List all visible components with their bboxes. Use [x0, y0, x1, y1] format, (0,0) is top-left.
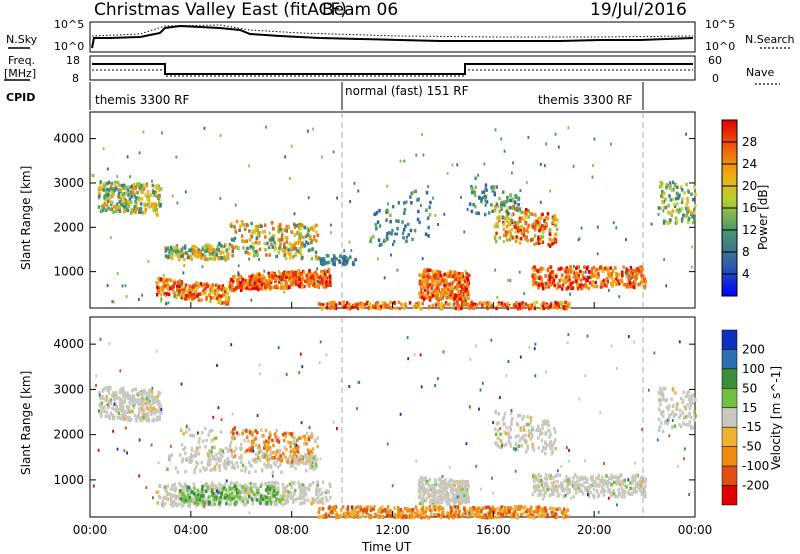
freq-trace — [92, 63, 693, 75]
power-scatter-cluster-10 — [657, 180, 697, 226]
freq-tick-bottom: 8 — [72, 72, 79, 85]
power-cbar-tick-label: 28 — [742, 135, 757, 149]
cpid-segment-2: normal (fast) 151 RF — [345, 84, 469, 98]
velocity-cbar-tick-label: -50 — [742, 440, 762, 454]
velocity-xtick-label: 00:00 — [678, 523, 713, 537]
velocity-xtick-label: 04:00 — [174, 523, 209, 537]
velocity-ytick-label: 1000 — [53, 473, 84, 487]
nsearch-trace — [91, 24, 694, 38]
nsky-tick-top: 10^5 — [54, 18, 84, 31]
freq-panel: Freq. [MHz] 18 8 Nave 60 0 — [4, 54, 780, 85]
power-colorbar: 4 8 12 16 20 24 28 Power [dB] — [721, 119, 770, 297]
velocity-scatter-cluster-10 — [317, 504, 570, 520]
cpid-label: CPID — [6, 91, 35, 104]
date-label: 19/Jul/2016 — [590, 0, 687, 20]
power-ytick-label: 2000 — [53, 220, 84, 234]
velocity-cbar-tick-label: 50 — [742, 381, 757, 395]
velocity-cbar-block — [721, 368, 738, 389]
velocity-xtick-label: 16:00 — [476, 523, 511, 537]
velocity-ytick-label: 3000 — [53, 382, 84, 396]
power-cbar-tick-label: 12 — [742, 223, 757, 237]
power-scatter-cluster-13 — [317, 300, 571, 311]
nave-tick-bottom: 0 — [712, 72, 719, 85]
power-ylabel: Slant Range [km] — [19, 166, 33, 270]
cpid-segment-3: themis 3300 RF — [538, 93, 632, 107]
velocity-scatter-cluster-11 — [166, 453, 318, 475]
velocity-scatter-cluster-7 — [494, 409, 557, 456]
power-scatter-cluster-3 — [228, 267, 332, 293]
velocity-xtick-label: 20:00 — [577, 523, 612, 537]
power-scatter-cluster-7 — [418, 268, 471, 302]
velocity-xtick-label: 08:00 — [274, 523, 309, 537]
velocity-cbar-block — [721, 388, 738, 408]
cpid-row: CPID themis 3300 RF normal (fast) 151 RF… — [6, 82, 644, 110]
freq-unit: [MHz] — [4, 67, 36, 80]
power-panel: 1000 2000 3000 4000 Slant Range [km] — [19, 111, 697, 311]
velocity-scatter-cluster-5 — [179, 484, 281, 506]
power-scatter-sparse — [91, 125, 693, 306]
power-ytick-label: 4000 — [53, 132, 84, 146]
velocity-cbar-tick-label: 100 — [742, 362, 765, 376]
velocity-panel: 1000 2000 3000 4000 00:00 04:00 08:00 12:00 16:… — [19, 302, 712, 554]
velocity-cbar-block — [721, 465, 738, 486]
power-cbar-tick-label: 4 — [742, 267, 750, 281]
power-scatter-cluster-12 — [369, 189, 432, 247]
velocity-cbar-block — [721, 446, 738, 467]
nave-tick-top: 60 — [708, 54, 722, 67]
velocity-scatter-sparse — [92, 333, 690, 515]
velocity-cbar-tick-label: -200 — [742, 479, 769, 493]
nsky-trace — [91, 24, 694, 49]
power-scatter-cluster-5 — [229, 219, 320, 261]
freq-tick-top: 18 — [66, 54, 80, 67]
velocity-scatter-cluster-1 — [98, 385, 163, 423]
nsky-label: N.Sky — [6, 33, 38, 46]
velocity-xtick-label: 12:00 — [375, 523, 410, 537]
nsearch-label: N.Search — [745, 33, 795, 46]
nsky-panel: N.Sky 10^5 10^0 N.Search 10^5 10^0 — [6, 18, 795, 53]
velocity-cbar-block — [721, 407, 738, 428]
velocity-cbar-tick-label: -15 — [742, 420, 762, 434]
velocity-cbar-tick-label: -100 — [742, 459, 769, 473]
power-cbar-tick-label: 24 — [742, 157, 757, 171]
power-cbar-tick-label: 8 — [742, 245, 750, 259]
velocity-cbar-block — [721, 349, 738, 370]
velocity-cbar-tick-label: 200 — [742, 342, 765, 356]
velocity-xtick-label: 00:00 — [73, 523, 108, 537]
velocity-cbar-tick-label: 15 — [742, 401, 757, 415]
velocity-cbar-label: Velocity [m s^-1] — [769, 366, 783, 470]
power-ytick-label: 1000 — [53, 265, 84, 279]
velocity-cbar-block — [721, 485, 738, 506]
cpid-segment-1: themis 3300 RF — [95, 93, 189, 107]
nsearch-tick-top: 10^5 — [705, 18, 735, 31]
velocity-scatter-cluster-9 — [657, 386, 697, 434]
power-cbar-tick-label: 16 — [742, 201, 757, 215]
velocity-ytick-label: 2000 — [53, 428, 84, 442]
velocity-scatter-cluster-6 — [417, 475, 470, 506]
nsky-tick-bottom: 10^0 — [54, 40, 84, 53]
power-scatter-cluster-4 — [164, 241, 232, 262]
nsearch-tick-bottom: 10^0 — [705, 40, 735, 53]
power-scatter-cluster-11 — [468, 176, 521, 225]
power-cbar-label: Power [dB] — [756, 185, 770, 250]
velocity-xlabel: Time UT — [361, 540, 412, 554]
velocity-scatter-cluster-4 — [230, 426, 319, 464]
power-scatter-cluster-6 — [317, 253, 357, 267]
power-scatter-cluster-1 — [97, 180, 163, 217]
velocity-colorbar: 200 100 50 15 -15 -50 -100 -200 Velocity [m s^-… — [721, 329, 783, 506]
power-cbar-tick-label: 20 — [742, 179, 757, 193]
power-scatter-cluster-8 — [493, 203, 559, 248]
velocity-cbar-block — [721, 329, 738, 350]
velocity-ytick-label: 4000 — [53, 337, 84, 351]
beam-label: Beam 06 — [322, 0, 398, 20]
freq-label: Freq. — [8, 54, 35, 67]
velocity-cbar-block — [721, 426, 738, 447]
velocity-ylabel: Slant Range [km] — [19, 371, 33, 475]
chart-title: Christmas Valley East (fitACF) — [94, 0, 347, 20]
nave-label: Nave — [746, 66, 774, 79]
power-ytick-label: 3000 — [53, 176, 84, 190]
power-scatter-cluster-2 — [155, 277, 231, 306]
nave-trace — [92, 69, 693, 77]
velocity-scatter-cluster-8 — [531, 473, 648, 500]
power-scatter-cluster-9 — [531, 265, 647, 291]
